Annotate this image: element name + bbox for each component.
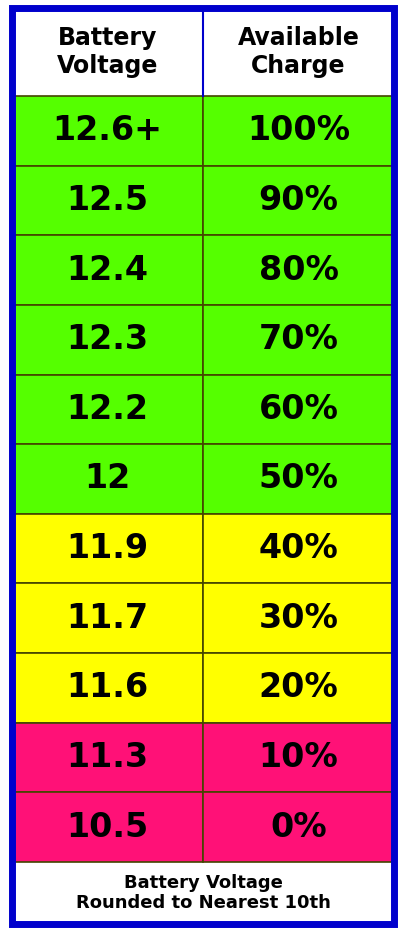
Bar xyxy=(12,445,202,514)
Bar xyxy=(202,96,393,166)
Text: 12.2: 12.2 xyxy=(66,393,148,426)
Bar xyxy=(202,166,393,235)
Text: Battery Voltage
Rounded to Nearest 10th: Battery Voltage Rounded to Nearest 10th xyxy=(75,873,330,912)
Text: 100%: 100% xyxy=(246,115,349,147)
Bar xyxy=(202,792,393,862)
Bar xyxy=(202,445,393,514)
Bar xyxy=(12,722,202,792)
Text: 10.5: 10.5 xyxy=(66,811,148,843)
Bar xyxy=(202,514,393,583)
Text: 11.3: 11.3 xyxy=(66,741,148,774)
Text: 11.9: 11.9 xyxy=(66,532,148,565)
Text: 50%: 50% xyxy=(258,462,338,496)
Bar xyxy=(202,583,393,653)
Text: 20%: 20% xyxy=(258,671,337,705)
Bar xyxy=(12,96,202,166)
Text: 90%: 90% xyxy=(258,184,338,217)
Text: 60%: 60% xyxy=(258,393,338,426)
Bar xyxy=(12,166,202,235)
Text: 12.6+: 12.6+ xyxy=(52,115,162,147)
Bar xyxy=(202,722,393,792)
Bar xyxy=(12,583,202,653)
Text: Available
Charge: Available Charge xyxy=(237,26,358,78)
Bar xyxy=(12,792,202,862)
Bar xyxy=(12,514,202,583)
Text: 11.6: 11.6 xyxy=(66,671,148,705)
Text: 30%: 30% xyxy=(258,602,338,635)
Bar xyxy=(202,305,393,375)
Text: 0%: 0% xyxy=(269,811,326,843)
Bar xyxy=(202,653,393,722)
Bar xyxy=(12,235,202,305)
Bar xyxy=(12,375,202,445)
Text: Battery
Voltage: Battery Voltage xyxy=(57,26,158,78)
Text: 12.5: 12.5 xyxy=(66,184,148,217)
Text: 70%: 70% xyxy=(258,323,338,356)
Text: 12.3: 12.3 xyxy=(66,323,148,356)
Bar xyxy=(202,375,393,445)
Text: 40%: 40% xyxy=(258,532,337,565)
Bar xyxy=(12,653,202,722)
Bar xyxy=(202,235,393,305)
Bar xyxy=(12,305,202,375)
Text: 12.4: 12.4 xyxy=(66,254,148,287)
Text: 10%: 10% xyxy=(258,741,337,774)
Text: 12: 12 xyxy=(84,462,130,496)
Text: 80%: 80% xyxy=(258,254,338,287)
Text: 11.7: 11.7 xyxy=(66,602,148,635)
